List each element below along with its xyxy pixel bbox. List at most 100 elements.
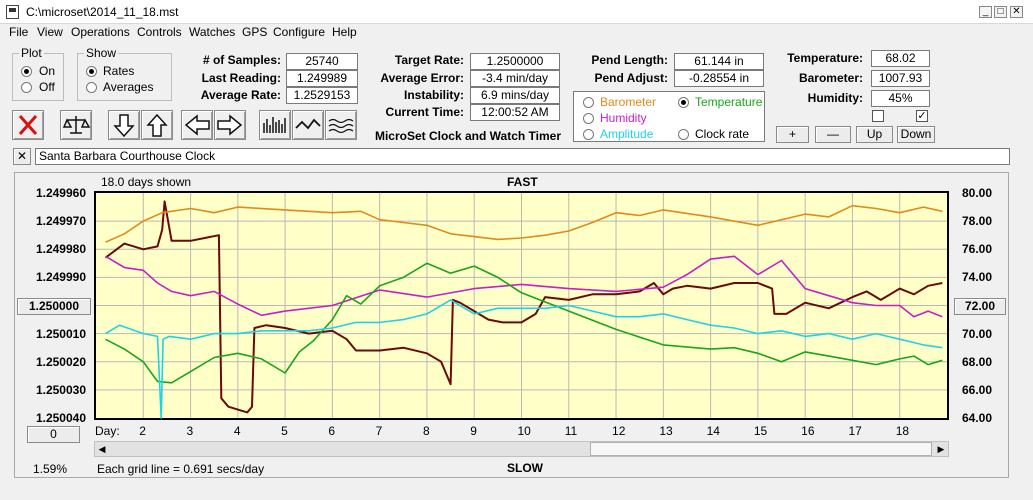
temperature-label: Temperature: bbox=[787, 51, 863, 65]
sensor-legend bbox=[573, 91, 765, 142]
x-tick-label: 4 bbox=[233, 424, 241, 438]
scroll-left-button[interactable] bbox=[181, 110, 213, 140]
scroll-thumb[interactable] bbox=[590, 442, 932, 456]
line-view-button[interactable] bbox=[292, 110, 324, 140]
menu-controls[interactable]: Controls bbox=[137, 25, 182, 39]
plot-on-radio[interactable] bbox=[21, 66, 32, 77]
average-rate-value: 1.2529153 bbox=[286, 87, 358, 104]
sensor-checkbox-1[interactable] bbox=[872, 110, 884, 122]
menu-bar: File View Operations Controls Watches GP… bbox=[0, 24, 1033, 42]
menu-watches[interactable]: Watches bbox=[189, 25, 236, 39]
plot-off-radio[interactable] bbox=[21, 82, 32, 93]
x-tick-label: 5 bbox=[281, 424, 288, 438]
pend-adjust-label: Pend Adjust: bbox=[594, 71, 668, 85]
amplitude-option-label: Amplitude bbox=[600, 127, 654, 141]
clock-rate-radio[interactable] bbox=[678, 129, 689, 140]
scroll-right-arrow[interactable]: ▶ bbox=[937, 444, 945, 454]
pend-length-label: Pend Length: bbox=[591, 53, 668, 67]
maximize-button[interactable]: □ bbox=[994, 6, 1007, 18]
humidity-option-label: Humidity bbox=[600, 111, 647, 125]
y-left-tick-label: 1.250010 bbox=[35, 326, 86, 341]
percent-readout: 1.59% bbox=[33, 462, 68, 476]
shift-down-button[interactable] bbox=[108, 110, 140, 140]
clear-clock-name-button[interactable]: ✕ bbox=[13, 148, 31, 165]
dense-view-button[interactable] bbox=[325, 110, 357, 140]
shift-up-button[interactable] bbox=[141, 110, 173, 140]
show-averages-radio[interactable] bbox=[86, 82, 97, 93]
menu-configure[interactable]: Configure bbox=[273, 25, 326, 39]
y-right-tick-label: 76.00 bbox=[961, 242, 992, 257]
x-tick-label: 3 bbox=[186, 424, 194, 438]
down-button[interactable]: Down bbox=[897, 126, 935, 143]
x-tick-label: 2 bbox=[139, 424, 146, 438]
center-rate-button[interactable]: 1.250000 bbox=[17, 298, 91, 315]
scroll-left-arrow[interactable]: ◀ bbox=[98, 444, 106, 454]
temperature-radio[interactable] bbox=[678, 97, 689, 108]
series-line-1 bbox=[105, 204, 943, 243]
y-left-tick-label: 1.250020 bbox=[35, 354, 86, 369]
chart-panel bbox=[14, 172, 1009, 478]
humidity-radio[interactable] bbox=[583, 113, 594, 124]
y-right-tick-label: 80.00 bbox=[961, 186, 992, 200]
title-bar: C:\microset\2014_11_18.mst _ □ ✕ bbox=[0, 0, 1033, 24]
minus-button[interactable]: — bbox=[815, 126, 851, 143]
x-tick-label: 16 bbox=[801, 424, 815, 438]
menu-help[interactable]: Help bbox=[332, 25, 357, 39]
humidity-label: Humidity: bbox=[807, 91, 863, 105]
app-caption: MicroSet Clock and Watch Timer bbox=[374, 129, 562, 143]
bars-view-button[interactable] bbox=[259, 110, 291, 140]
temperature-option-label: Temperature bbox=[695, 95, 763, 109]
plus-button[interactable]: + bbox=[776, 126, 809, 143]
day-axis-label: Day: bbox=[95, 424, 120, 438]
delete-button[interactable] bbox=[12, 110, 44, 140]
y-right-tick-label: 68.00 bbox=[961, 354, 992, 369]
samples-label: # of Samples: bbox=[202, 53, 281, 67]
waveform-icon bbox=[295, 118, 321, 130]
barometer-value: 1007.93 bbox=[871, 70, 930, 87]
plot-group bbox=[12, 53, 64, 101]
show-rates-radio[interactable] bbox=[86, 66, 97, 77]
instability-label: Instability: bbox=[403, 88, 464, 102]
window-title: C:\microset\2014_11_18.mst bbox=[26, 5, 179, 19]
pend-length-value[interactable]: 61.144 in bbox=[674, 53, 764, 70]
average-error-value: -3.4 min/day bbox=[470, 70, 560, 87]
menu-view[interactable]: View bbox=[37, 25, 63, 39]
show-averages-label: Averages bbox=[103, 80, 154, 94]
slow-label: SLOW bbox=[507, 461, 543, 475]
plot-group-title: Plot bbox=[19, 46, 44, 60]
y-left-tick-label: 1.250030 bbox=[35, 382, 86, 397]
balance-button[interactable] bbox=[60, 110, 92, 140]
target-rate-value[interactable]: 1.2500000 bbox=[470, 53, 560, 70]
fast-label: FAST bbox=[507, 175, 538, 189]
up-button[interactable]: Up bbox=[856, 126, 893, 143]
close-button[interactable]: ✕ bbox=[1010, 6, 1023, 18]
amplitude-radio[interactable] bbox=[583, 129, 594, 140]
arrow-right-icon bbox=[217, 114, 243, 136]
x-tick-label: 18 bbox=[895, 424, 910, 438]
center-temperature-button[interactable]: 72.00 bbox=[954, 298, 1006, 315]
clock-name-input[interactable]: Santa Barbara Courthouse Clock bbox=[35, 148, 1010, 165]
x-tick-label: 14 bbox=[706, 424, 720, 438]
bottom-value-button[interactable]: 0 bbox=[27, 426, 80, 443]
menu-file[interactable]: File bbox=[9, 25, 29, 39]
pend-adjust-value: -0.28554 in bbox=[674, 70, 764, 87]
sensor-checkbox-2[interactable]: ✓ bbox=[916, 110, 928, 122]
y-left-tick-label: 1.249980 bbox=[35, 242, 86, 257]
scroll-right-button[interactable] bbox=[214, 110, 246, 140]
app-icon[interactable] bbox=[6, 5, 19, 19]
show-group-title: Show bbox=[84, 46, 119, 60]
menu-operations[interactable]: Operations bbox=[71, 25, 130, 39]
current-time-label: Current Time: bbox=[385, 105, 464, 119]
plot-off-label: Off bbox=[39, 80, 55, 94]
barometer-label: Barometer: bbox=[798, 71, 863, 85]
x-tick-label: 12 bbox=[612, 424, 626, 438]
menu-gps[interactable]: GPS bbox=[242, 25, 268, 39]
series-line-4 bbox=[105, 299, 943, 419]
barometer-radio[interactable] bbox=[583, 97, 594, 108]
y-right-tick-label: 74.00 bbox=[961, 270, 992, 285]
y-right-tick-label: 70.00 bbox=[961, 326, 992, 341]
x-tick-label: 10 bbox=[517, 424, 531, 438]
y-left-tick-label: 1.249990 bbox=[35, 270, 86, 285]
dense-waveform-icon bbox=[328, 118, 354, 134]
minimize-button[interactable]: _ bbox=[979, 6, 992, 18]
